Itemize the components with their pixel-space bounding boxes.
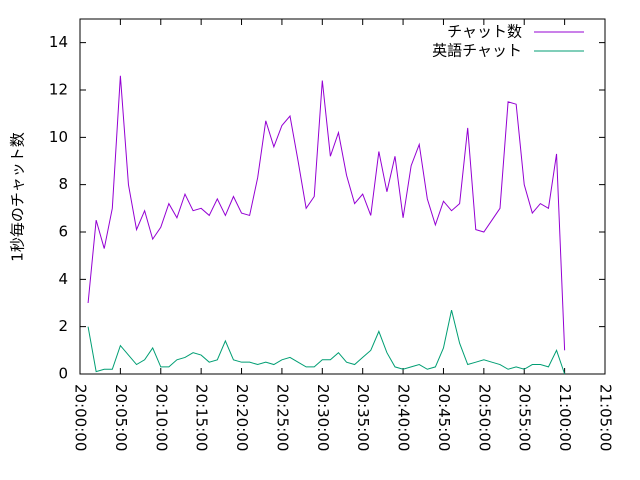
- x-tick-label: 20:10:00: [152, 384, 170, 451]
- y-tick-label: 4: [58, 270, 68, 288]
- legend-label: 英語チャット: [432, 42, 522, 60]
- y-axis-label: 1秒毎のチャット数: [9, 132, 27, 261]
- y-tick-label: 8: [58, 175, 68, 193]
- x-tick-label: 20:20:00: [233, 384, 251, 451]
- x-tick-label: 20:05:00: [112, 384, 130, 451]
- series-line: [87, 309, 566, 375]
- x-tick-label: 20:55:00: [516, 384, 534, 451]
- series-line: [87, 75, 566, 351]
- y-tick-label: 6: [58, 223, 68, 241]
- y-tick-label: 10: [49, 128, 68, 146]
- x-tick-label: 20:40:00: [395, 384, 413, 451]
- x-tick-label: 20:25:00: [273, 384, 291, 451]
- x-tick-label: 21:05:00: [597, 384, 615, 451]
- y-tick-label: 2: [58, 317, 68, 335]
- x-tick-label: 20:45:00: [435, 384, 453, 451]
- legend-label: チャット数: [447, 23, 522, 41]
- plot-frame: [79, 18, 606, 375]
- x-tick-label: 20:30:00: [314, 384, 332, 451]
- x-tick-label: 20:15:00: [193, 384, 211, 451]
- x-tick-label: 21:00:00: [556, 384, 574, 451]
- y-tick-label: 0: [58, 365, 68, 383]
- x-tick-label: 20:50:00: [475, 384, 493, 451]
- x-tick-label: 20:35:00: [354, 384, 372, 451]
- y-tick-label: 12: [49, 81, 68, 99]
- x-tick-label: 20:00:00: [72, 384, 90, 451]
- y-tick-label: 14: [49, 33, 68, 51]
